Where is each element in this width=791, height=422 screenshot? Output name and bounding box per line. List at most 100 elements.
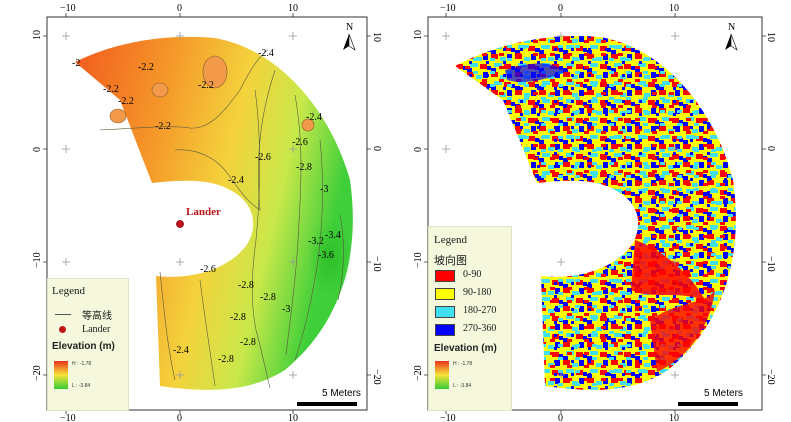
contour-label: -2.6 — [255, 152, 271, 163]
x-tick-label: 0 — [177, 3, 182, 14]
contour-label: -2.8 — [230, 312, 246, 323]
left-map-panel: -2 -2.2 -2.2 -2.2 -2.2 -2.2 -2.4 -2.4 -2… — [0, 0, 395, 422]
legend-title: Legend — [52, 285, 85, 297]
contour-legend-label: 等高线 — [82, 311, 112, 322]
contour-label: -3 — [282, 304, 290, 315]
mound — [202, 55, 228, 89]
contour-label: -2.2 — [138, 62, 154, 73]
y-tick-label: −20 — [371, 369, 382, 385]
elevation-title: Elevation (m) — [52, 341, 115, 352]
mound — [301, 118, 315, 132]
contour-label: -2.6 — [292, 137, 308, 148]
y-tick-label: 10 — [32, 30, 43, 40]
contour-label: -3.4 — [325, 230, 341, 241]
x-tick-label: 10 — [669, 3, 679, 14]
x-tick-label: −10 — [440, 3, 456, 14]
y-tick-label: 0 — [413, 147, 424, 152]
lander-legend-icon — [59, 326, 66, 333]
x-tick-label: 0 — [558, 413, 563, 422]
x-tick-label: −10 — [440, 413, 456, 422]
graticule — [62, 32, 297, 379]
x-tick-label: −10 — [60, 413, 76, 422]
contour-label: -2.2 — [103, 84, 119, 95]
contour-label: -2.2 — [118, 96, 134, 107]
aspect-class-label: 0-90 — [463, 269, 482, 280]
contour-label: -2.2 — [198, 80, 214, 91]
contour-label: -2.8 — [296, 162, 312, 173]
mound — [109, 108, 127, 124]
aspect-legend-title: 坡向图 — [434, 255, 467, 267]
y-tick-label: −10 — [413, 252, 424, 268]
elevation-high-label: H : -1.78 — [72, 361, 92, 367]
y-tick-labels-right: 10 0 −10 −20 10 0 −10 −20 — [413, 30, 776, 385]
contour-lines — [99, 49, 344, 389]
elevation-title: Elevation (m) — [434, 343, 497, 354]
lander-label: Lander — [186, 206, 221, 218]
contour-label: -3 — [320, 184, 328, 195]
aspect-swatch-90-180 — [435, 288, 455, 300]
y-tick-label: 0 — [371, 146, 382, 151]
contour-label: -2.2 — [155, 121, 171, 132]
aspect-swatch-0-90 — [435, 270, 455, 282]
legend-panel: Legend 等高线 Lander Elevation (m) H : -1.7… — [47, 278, 129, 411]
x-tick-label: 10 — [669, 413, 679, 422]
contour-label: -2.8 — [260, 292, 276, 303]
north-arrow-icon — [343, 33, 356, 51]
y-tick-label: −20 — [32, 365, 43, 381]
axis-ticks — [43, 13, 371, 414]
contour-label: -2.4 — [228, 175, 244, 186]
scale-bar — [678, 402, 738, 406]
north-label: N — [346, 22, 353, 33]
contour-label: -3.2 — [308, 236, 324, 247]
legend-title: Legend — [434, 234, 467, 246]
contour-label: -2 — [72, 58, 80, 69]
y-tick-label: 0 — [765, 146, 776, 151]
x-tick-label: −10 — [60, 3, 76, 14]
contour-label: -2.8 — [238, 280, 254, 291]
right-map-panel: −10 0 10 −10 0 10 10 0 −10 −20 10 0 −10 … — [395, 0, 791, 422]
scale-label: 5 Meters — [704, 388, 743, 399]
mound — [151, 82, 169, 98]
low-depression — [308, 220, 352, 296]
x-tick-label: 0 — [558, 3, 563, 14]
legend-panel: Legend 坡向图 0-90 90-180 180-270 270-360 E… — [428, 226, 512, 411]
elevation-ramp — [54, 361, 68, 389]
y-tick-label: −10 — [32, 252, 43, 268]
contour-label: -2.8 — [240, 337, 256, 348]
elevation-low-label: L : -3.84 — [453, 383, 472, 389]
y-tick-label: −10 — [765, 256, 776, 272]
x-tick-label: 0 — [177, 413, 182, 422]
elevation-surface — [75, 36, 353, 390]
contour-legend-swatch — [55, 314, 71, 315]
contour-label: -2.6 — [200, 264, 216, 275]
x-tick-label: 10 — [288, 3, 298, 14]
aspect-swatch-270-360 — [435, 324, 455, 336]
elevation-ramp — [435, 361, 449, 389]
y-tick-label: 10 — [765, 32, 776, 42]
lander-legend-label: Lander — [82, 324, 111, 335]
aspect-surface — [455, 35, 736, 390]
aspect-class-label: 270-360 — [463, 323, 497, 334]
y-tick-label: 10 — [371, 32, 382, 42]
contour-label: -2.4 — [306, 112, 322, 123]
contour-label: -2.4 — [258, 48, 274, 59]
north-label: N — [728, 22, 735, 33]
graticule — [442, 32, 679, 379]
aspect-swatch-180-270 — [435, 306, 455, 318]
aspect-class-label: 180-270 — [463, 305, 497, 316]
scale-label: 5 Meters — [322, 388, 361, 399]
contour-label: -2.8 — [218, 354, 234, 365]
contour-label: -2.4 — [173, 345, 189, 356]
y-tick-label: −10 — [371, 256, 382, 272]
x-tick-label: 10 — [288, 413, 298, 422]
axis-ticks — [424, 13, 766, 414]
north-arrow-icon — [725, 33, 738, 51]
y-tick-label: −20 — [765, 369, 776, 385]
elevation-high-label: H : -1.78 — [453, 361, 473, 367]
y-tick-label: 0 — [32, 147, 43, 152]
y-tick-labels-left: 10 0 −10 −20 10 0 −10 −20 — [32, 30, 382, 385]
aspect-class-label: 90-180 — [463, 287, 492, 298]
elevation-low-label: L : -3.84 — [72, 383, 91, 389]
y-tick-label: 10 — [413, 30, 424, 40]
contour-label: -3.6 — [318, 250, 334, 261]
